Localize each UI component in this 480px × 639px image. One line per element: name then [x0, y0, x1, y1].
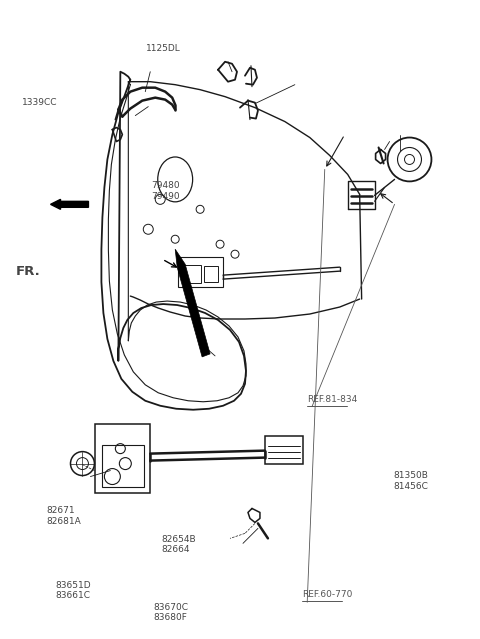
- Text: 83670C
83680F: 83670C 83680F: [153, 603, 188, 622]
- Bar: [265, 436, 303, 463]
- Bar: [178, 257, 223, 287]
- Text: 83651D
83661C: 83651D 83661C: [56, 581, 91, 600]
- Text: 81350B
81456C: 81350B 81456C: [393, 471, 428, 491]
- Text: REF.81-834: REF.81-834: [307, 395, 357, 404]
- Text: 1125DL: 1125DL: [146, 44, 181, 53]
- Bar: [96, 424, 150, 493]
- Text: 82654B
82664: 82654B 82664: [161, 535, 196, 554]
- Bar: [204, 266, 218, 282]
- Bar: [183, 265, 201, 283]
- Text: FR.: FR.: [16, 265, 41, 279]
- Text: 82671
82681A: 82671 82681A: [46, 506, 81, 526]
- Bar: [102, 445, 144, 486]
- Polygon shape: [175, 249, 210, 357]
- FancyArrow shape: [50, 199, 88, 210]
- Text: 79480
79490: 79480 79490: [152, 181, 180, 201]
- Text: 1339CC: 1339CC: [22, 98, 58, 107]
- Text: REF.60-770: REF.60-770: [302, 590, 353, 599]
